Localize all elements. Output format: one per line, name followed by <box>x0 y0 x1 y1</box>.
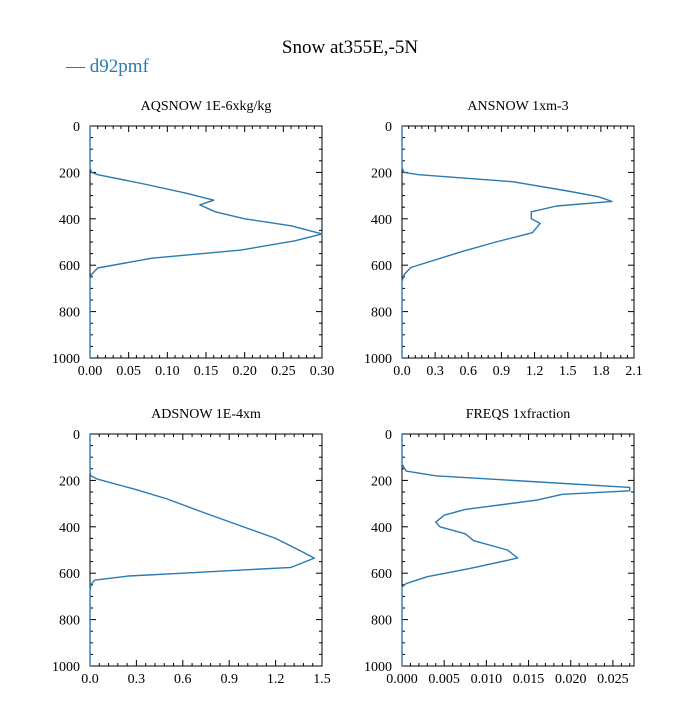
figure-title: Snow at355E,-5N <box>281 37 419 58</box>
panel-1-x-tick-label: 0.00 <box>78 364 103 379</box>
panel-2-x-tick-label: 2.1 <box>625 364 643 379</box>
panel-1-y-tick-label: 1000 <box>52 352 80 367</box>
panel-4-x-tick-label: 0.010 <box>471 672 503 687</box>
panel-3-y-tick-label: 0 <box>73 428 80 443</box>
panel-4-frame <box>401 433 635 667</box>
panel-2-y-tick-label: 800 <box>371 306 392 321</box>
panel-4-x-tick-label: 0.005 <box>428 672 460 687</box>
panel-3-y-tick-label: 1000 <box>52 660 80 675</box>
panel-1-y-tick-label: 600 <box>59 259 80 274</box>
panel-4-x-tick-label: 0.020 <box>555 672 587 687</box>
panel-1-title: AQSNOW 1E-6xkg/kg <box>141 99 272 114</box>
panel-3-x-tick-label: 0.0 <box>81 672 99 687</box>
panel-4-series-d92pmf <box>401 434 631 666</box>
panel-1-x-tick-label: 0.20 <box>232 364 257 379</box>
panel-4-y-tick-label: 800 <box>371 614 392 629</box>
panel-3-series-d92pmf <box>89 434 315 666</box>
legend-line-icon: — <box>66 56 90 77</box>
panel-3-y-tick-label: 400 <box>59 521 80 536</box>
panel-2-x-tick-label: 0.9 <box>493 364 511 379</box>
panel-4-x-tick-label: 0.025 <box>597 672 629 687</box>
panel-1-y-tick-label: 400 <box>59 213 80 228</box>
panel-2-frame <box>401 125 635 359</box>
panel-1-x-tick-label: 0.30 <box>310 364 335 379</box>
panel-2-x-tick-label: 1.8 <box>592 364 610 379</box>
panel-2-x-tick-label: 1.2 <box>526 364 544 379</box>
panel-1-series-d92pmf <box>89 126 323 358</box>
panel-3-x-tick-label: 1.5 <box>313 672 331 687</box>
panel-3-x-tick-label: 0.3 <box>128 672 146 687</box>
panel-3-y-tick-label: 600 <box>59 567 80 582</box>
panel-3-title: ADSNOW 1E-4xm <box>151 407 261 422</box>
panel-1-x-tick-label: 0.05 <box>116 364 141 379</box>
panel-4-y-tick-label: 200 <box>371 474 392 489</box>
panel-2-y-tick-label: 0 <box>385 120 392 135</box>
panel-2-x-tick-label: 0.6 <box>460 364 478 379</box>
panel-1-y-tick-label: 0 <box>73 120 80 135</box>
panel-2-series-d92pmf <box>401 126 613 358</box>
panel-4-x-tick-label: 0.015 <box>513 672 545 687</box>
panel-2-y-tick-label: 1000 <box>364 352 392 367</box>
panel-1-x-tick-label: 0.10 <box>155 364 180 379</box>
panel-3-x-tick-label: 0.6 <box>174 672 192 687</box>
panel-4-y-tick-label: 400 <box>371 521 392 536</box>
panel-2-x-tick-label: 0.3 <box>426 364 444 379</box>
panel-3-y-tick-label: 200 <box>59 474 80 489</box>
panel-1-y-tick-label: 800 <box>59 306 80 321</box>
panel-2-y-tick-label: 600 <box>371 259 392 274</box>
panel-4-title: FREQS 1xfraction <box>466 407 571 422</box>
panel-4-y-tick-label: 0 <box>385 428 392 443</box>
panel-1-x-tick-label: 0.15 <box>194 364 219 379</box>
legend-label: d92pmf <box>89 56 149 77</box>
panel-2-y-tick-label: 400 <box>371 213 392 228</box>
panel-3-x-tick-label: 1.2 <box>267 672 285 687</box>
panel-2-x-tick-label: 0.0 <box>393 364 411 379</box>
legend-entry: — d92pmf <box>66 56 149 78</box>
panel-2-x-tick-label: 1.5 <box>559 364 577 379</box>
panel-2-title: ANSNOW 1xm-3 <box>467 99 568 114</box>
panel-4-y-tick-label: 600 <box>371 567 392 582</box>
panel-2-y-tick-label: 200 <box>371 166 392 181</box>
panel-3-y-tick-label: 800 <box>59 614 80 629</box>
panel-1-x-tick-label: 0.25 <box>271 364 296 379</box>
panel-4-x-tick-label: 0.000 <box>386 672 418 687</box>
panel-1-y-tick-label: 200 <box>59 166 80 181</box>
panel-4-y-tick-label: 1000 <box>364 660 392 675</box>
panel-3-frame <box>89 433 323 667</box>
panel-3-x-tick-label: 0.9 <box>220 672 238 687</box>
